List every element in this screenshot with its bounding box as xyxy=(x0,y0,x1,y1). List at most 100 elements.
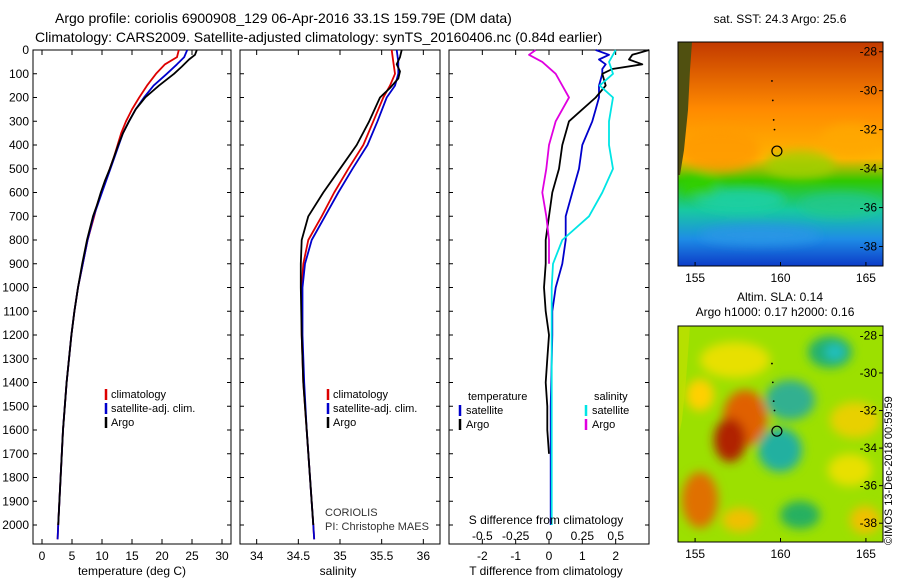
track-point xyxy=(771,80,773,82)
x-tick-label: 35.5 xyxy=(370,549,394,563)
map-y-tick-label: -34 xyxy=(860,162,878,176)
salinity-diff-tick-label: -0.25 xyxy=(502,529,530,543)
sla-map-title-line1: Altim. SLA: 0.14 xyxy=(737,290,823,304)
sla-map-axes: 155 160 165 -28 -30 -32 -34 -36 -38 xyxy=(685,328,883,561)
legend-label: climatology xyxy=(333,389,389,401)
depth-tick-label: 1800 xyxy=(2,471,29,485)
legend-label: Argo xyxy=(466,419,489,431)
map-y-tick-label: -38 xyxy=(860,240,878,254)
legend-title-temperature: temperature xyxy=(468,391,527,403)
map-y-tick-label: -28 xyxy=(860,328,878,342)
salinity-axes xyxy=(239,49,441,545)
depth-tick-label: 1900 xyxy=(2,494,29,508)
map-x-tick-label: 155 xyxy=(685,547,705,561)
x-tick-label: 34 xyxy=(250,549,264,563)
map-x-tick-label: 165 xyxy=(856,271,876,285)
figure-title-line2: Climatology: CARS2009. Satellite-adjuste… xyxy=(35,29,602,45)
track-point xyxy=(773,128,776,131)
legend-label: satellite xyxy=(466,405,503,417)
map-y-tick-label: -32 xyxy=(860,404,878,418)
depth-tick-label: 900 xyxy=(9,257,29,271)
profile-location-marker xyxy=(771,145,783,157)
profile-location-marker xyxy=(771,425,783,437)
coriolis-annotation: CORIOLIS xyxy=(325,507,378,519)
series-line-satellite-adj-clim- xyxy=(301,49,400,540)
x-tick-label: 1 xyxy=(579,549,586,563)
depth-tick-label: 2000 xyxy=(2,518,29,532)
depth-tick-label: 1400 xyxy=(2,376,29,390)
depth-tick-label: 1700 xyxy=(2,447,29,461)
track-point xyxy=(772,400,775,403)
imos-credit: ©IMOS 13-Dec-2018 00:59:59 xyxy=(883,396,895,545)
sst-map-axes: 155 160 165 -28 -30 -32 -34 -36 -38 xyxy=(685,45,883,285)
depth-tick-label: 1100 xyxy=(3,304,29,318)
depth-tick-label: 500 xyxy=(9,162,29,176)
x-tick-label: 5 xyxy=(69,549,76,563)
depth-tick-label: 800 xyxy=(9,233,29,247)
map-x-tick-label: 160 xyxy=(770,271,790,285)
depth-tick-label: 1200 xyxy=(2,328,29,342)
x-tick-label: 30 xyxy=(215,549,229,563)
map-y-tick-label: -34 xyxy=(860,441,878,455)
figure-title-line1: Argo profile: coriolis 6900908_129 06-Ap… xyxy=(55,10,512,26)
depth-tick-label: 400 xyxy=(9,138,29,152)
x-tick-label: -1 xyxy=(510,549,521,563)
x-tick-label: -2 xyxy=(477,549,488,563)
sla-map-title-line2: Argo h1000: 0.17 h2000: 0.16 xyxy=(696,305,855,319)
track-point xyxy=(771,362,773,365)
sst-map-title: sat. SST: 24.3 Argo: 25.6 xyxy=(714,12,847,26)
sla-map-image xyxy=(678,326,883,542)
series-line-salinity-argo xyxy=(528,49,570,264)
depth-tick-label: 200 xyxy=(9,91,29,105)
x-tick-label: 34.5 xyxy=(287,549,311,563)
difference-axes xyxy=(448,49,650,545)
depth-tick-label: 300 xyxy=(9,114,29,128)
depth-tick-label: 700 xyxy=(9,209,29,223)
map-y-tick-label: -30 xyxy=(860,84,878,98)
salinity-diff-tick-label: 0 xyxy=(546,529,553,543)
x-tick-label: 0 xyxy=(39,549,46,563)
x-tick-label: 36 xyxy=(417,549,431,563)
legend-label: Argo xyxy=(592,419,615,431)
depth-axis: 0 100 200 300 400 500 600 700 800 900 1000 1100 1200… xyxy=(2,43,649,532)
map-y-tick-label: -36 xyxy=(860,201,878,215)
track-point xyxy=(773,409,776,412)
x-tick-label: 0 xyxy=(546,549,553,563)
series-line-salinity-satellite xyxy=(550,49,617,525)
salinity-diff-tick-label: 0.5 xyxy=(607,529,624,543)
map-x-tick-label: 160 xyxy=(770,547,790,561)
salinity-diff-tick-label: -0.5 xyxy=(472,529,493,543)
difference-plot: -2 -1 0 1 2 -0.5 -0.25 0 0.25 0.5 temperature salin… xyxy=(458,49,650,563)
depth-tick-label: 0 xyxy=(22,43,29,57)
depth-tick-label: 1000 xyxy=(2,281,29,295)
series-line-argo xyxy=(57,49,198,526)
x-tick-label: 20 xyxy=(155,549,169,563)
map-y-tick-label: -32 xyxy=(860,123,878,137)
depth-tick-label: 1300 xyxy=(2,352,29,366)
legend-label: satellite-adj. clim. xyxy=(111,403,195,415)
depth-tick-label: 100 xyxy=(9,67,29,81)
pi-annotation: PI: Christophe MAES xyxy=(325,521,429,533)
salinity-plot: 34 34.5 35 35.5 36 climatology satellite-adj. … xyxy=(250,49,431,563)
temperature-axes xyxy=(32,49,232,545)
map-y-tick-label: -38 xyxy=(860,516,878,530)
map-y-tick-label: -28 xyxy=(860,45,878,59)
x-tick-label: 10 xyxy=(95,549,109,563)
difference-xlabel-top: S difference from climatology xyxy=(469,513,624,527)
temperature-plot: 0 5 10 15 20 25 30 climatology satellite-adj. cl… xyxy=(39,49,229,563)
series-line-climatology xyxy=(300,49,396,540)
x-tick-label: 25 xyxy=(185,549,199,563)
salinity-xlabel: salinity xyxy=(320,564,357,578)
depth-tick-label: 1600 xyxy=(2,423,29,437)
legend-label: climatology xyxy=(111,389,167,401)
track-point xyxy=(772,119,775,121)
x-tick-label: 35 xyxy=(333,549,347,563)
legend-label: Argo xyxy=(333,417,356,429)
series-line-temperature-argo xyxy=(543,49,650,454)
legend-label: satellite xyxy=(592,405,629,417)
map-x-tick-label: 165 xyxy=(856,547,876,561)
x-tick-label: 15 xyxy=(125,549,139,563)
series-line-argo xyxy=(299,49,403,526)
map-y-tick-label: -36 xyxy=(860,479,878,493)
